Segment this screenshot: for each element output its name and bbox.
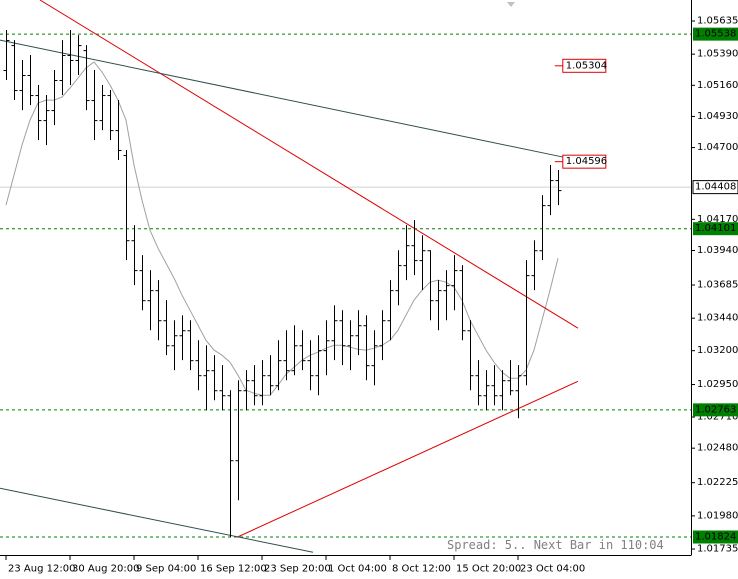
level-label: 1.04101	[695, 223, 736, 234]
y-tick-label: 1.02225	[697, 477, 738, 488]
y-tick-label: 1.05160	[697, 80, 738, 91]
level-label-box	[693, 530, 738, 544]
trend-line	[0, 487, 314, 553]
bid-label-box	[692, 180, 738, 195]
y-tick-label: 1.02710	[697, 412, 738, 423]
x-tick-label: 9 Sep 04:00	[136, 564, 196, 575]
y-tick-label: 1.02950	[697, 379, 738, 390]
x-tick-label: 1 Oct 04:00	[328, 564, 387, 575]
y-tick-label: 1.01735	[697, 544, 738, 555]
y-tick-label: 1.05390	[697, 49, 738, 60]
y-tick-label: 1.04700	[697, 142, 738, 153]
trend-line	[39, 0, 579, 329]
trend-line	[236, 380, 579, 538]
y-tick-label: 1.03940	[697, 245, 738, 256]
x-tick-label: 15 Oct 20:00	[456, 564, 521, 575]
x-tick-label: 23 Oct 04:00	[520, 564, 585, 575]
trend-line	[0, 39, 564, 158]
y-tick-label: 1.05635	[697, 15, 738, 26]
level-label-box	[693, 222, 738, 236]
bid-label: 1.04408	[695, 182, 736, 193]
shift-marker	[507, 2, 515, 7]
level-label-box	[693, 403, 738, 417]
y-tick-label: 1.03685	[697, 280, 738, 291]
y-tick-label: 1.03440	[697, 313, 738, 324]
price-label-text: 1.04596	[566, 156, 607, 167]
level-label: 1.02763	[695, 404, 736, 415]
y-tick-label: 1.03200	[697, 345, 738, 356]
x-tick-label: 30 Aug 20:00	[72, 564, 139, 575]
status-text: Spread: 5.. Next Bar in 110:04	[447, 538, 664, 552]
level-label: 1.01824	[695, 531, 736, 542]
x-tick-label: 16 Sep 12:00	[200, 564, 267, 575]
y-tick-label: 1.02480	[697, 443, 738, 454]
y-tick-label: 1.04930	[697, 111, 738, 122]
x-tick-label: 23 Aug 12:00	[8, 564, 75, 575]
price-label-box	[562, 154, 607, 169]
price-label-text: 1.05304	[566, 60, 607, 71]
level-label: 1.05538	[695, 29, 736, 40]
y-tick-label: 1.01980	[697, 510, 738, 521]
x-tick-label: 23 Sep 20:00	[264, 564, 331, 575]
x-tick-label: 8 Oct 12:00	[392, 564, 451, 575]
level-label-box	[693, 27, 738, 41]
y-tick-label: 1.04170	[697, 214, 738, 225]
price-label-box	[562, 58, 607, 73]
moving-average	[5, 61, 559, 396]
